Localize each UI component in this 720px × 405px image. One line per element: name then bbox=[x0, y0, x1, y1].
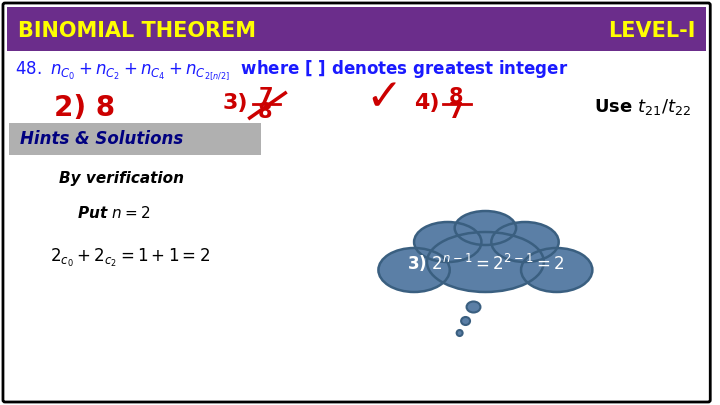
Text: $48.\ n_{C_0} + n_{C_2} + n_{C_4} + n_{C_{2[n/2]}}$  where [ ] denotes greatest : $48.\ n_{C_0} + n_{C_2} + n_{C_4} + n_{C… bbox=[15, 58, 568, 82]
FancyBboxPatch shape bbox=[7, 7, 706, 51]
Text: 8: 8 bbox=[449, 87, 463, 107]
Ellipse shape bbox=[456, 330, 463, 336]
Ellipse shape bbox=[521, 248, 593, 292]
Ellipse shape bbox=[379, 248, 450, 292]
FancyBboxPatch shape bbox=[9, 123, 261, 155]
Text: 8: 8 bbox=[258, 102, 273, 122]
Text: 3): 3) bbox=[223, 93, 248, 113]
Text: LEVEL-I: LEVEL-I bbox=[608, 21, 696, 41]
FancyBboxPatch shape bbox=[3, 3, 710, 402]
Ellipse shape bbox=[455, 211, 516, 245]
Text: 3) $2^{n-1} = 2^{2-1} = 2$: 3) $2^{n-1} = 2^{2-1} = 2$ bbox=[407, 252, 564, 274]
Text: 7: 7 bbox=[258, 87, 273, 107]
Ellipse shape bbox=[414, 222, 482, 262]
Text: Put $n = 2$: Put $n = 2$ bbox=[77, 205, 150, 221]
Text: Use $t_{21}/t_{22}$: Use $t_{21}/t_{22}$ bbox=[594, 97, 692, 117]
Text: 4): 4) bbox=[414, 93, 440, 113]
Ellipse shape bbox=[491, 222, 559, 262]
Ellipse shape bbox=[467, 301, 480, 313]
Text: ✓: ✓ bbox=[366, 77, 403, 119]
Text: 2) 8: 2) 8 bbox=[55, 94, 116, 122]
Ellipse shape bbox=[427, 232, 544, 292]
Ellipse shape bbox=[461, 317, 470, 325]
Text: BINOMIAL THEOREM: BINOMIAL THEOREM bbox=[18, 21, 256, 41]
Text: By verification: By verification bbox=[60, 171, 184, 185]
Text: 7: 7 bbox=[449, 102, 463, 122]
Text: $2_{c_0} + 2_{c_2} = 1 + 1 = 2$: $2_{c_0} + 2_{c_2} = 1 + 1 = 2$ bbox=[50, 247, 210, 269]
Text: Hints & Solutions: Hints & Solutions bbox=[20, 130, 183, 148]
